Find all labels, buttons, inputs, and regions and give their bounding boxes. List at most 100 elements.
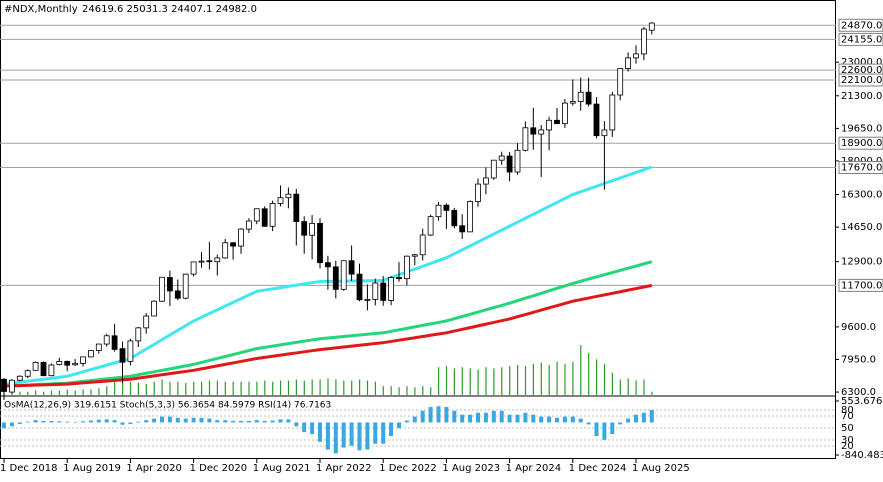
level-label: 18900.0 bbox=[841, 138, 882, 149]
candle-body bbox=[24, 370, 31, 377]
candle-body bbox=[482, 177, 489, 185]
candle-body bbox=[546, 119, 552, 131]
candle-body bbox=[396, 277, 402, 280]
osma-bar bbox=[246, 420, 251, 423]
volume-bar bbox=[438, 367, 440, 395]
volume-bar bbox=[145, 383, 147, 395]
volume-bar bbox=[185, 382, 187, 395]
volume-bar bbox=[485, 367, 487, 395]
candle-body bbox=[633, 53, 639, 59]
candle-body bbox=[459, 225, 466, 233]
volume-bar bbox=[208, 380, 211, 395]
candle-body bbox=[8, 379, 15, 393]
osma-bar bbox=[278, 419, 283, 423]
osma-bar bbox=[491, 410, 496, 423]
osma-bar bbox=[270, 420, 275, 423]
osma-bar bbox=[373, 422, 378, 444]
volume-bar bbox=[327, 378, 329, 395]
candle-body bbox=[585, 91, 592, 105]
osma-bar bbox=[381, 422, 386, 444]
frame bbox=[0, 0, 836, 459]
osma-bar bbox=[515, 414, 520, 423]
candle-body bbox=[143, 315, 150, 329]
osma-bar bbox=[468, 414, 473, 423]
candle-body bbox=[577, 91, 584, 102]
volume-bar bbox=[129, 381, 132, 395]
x-tick-label: 1 Aug 2019 bbox=[63, 463, 121, 474]
candle-body bbox=[301, 221, 308, 236]
osma-bar bbox=[215, 420, 220, 423]
candle-body bbox=[174, 290, 181, 299]
osma-bar bbox=[33, 420, 38, 423]
volume-bar bbox=[588, 352, 590, 395]
candle-body bbox=[245, 220, 252, 230]
osma-bar bbox=[191, 417, 196, 423]
osma-bar bbox=[160, 416, 164, 423]
osma-bar bbox=[310, 422, 315, 435]
candle-body bbox=[166, 277, 173, 292]
chart-title: #NDX,Monthly bbox=[4, 4, 78, 15]
y-tick-label: 23000.0 bbox=[841, 57, 882, 68]
osma-bar bbox=[476, 412, 480, 423]
volume-bar bbox=[169, 381, 171, 395]
volume-bar bbox=[343, 380, 345, 395]
level-label: 24870.0 bbox=[841, 20, 882, 31]
osma-bar bbox=[499, 410, 504, 423]
y-tick-label: 6300.0 bbox=[841, 387, 876, 398]
y-tick-label: 16300.0 bbox=[841, 190, 882, 201]
stoch-level-label: 80 bbox=[841, 405, 854, 416]
x-tick-label: 1 Apr 2020 bbox=[126, 463, 181, 474]
y-tick-label: 14650.0 bbox=[841, 222, 882, 233]
osma-bar bbox=[128, 422, 133, 424]
candle-body bbox=[562, 102, 568, 125]
candle-body bbox=[88, 350, 94, 358]
x-tick-label: 1 Dec 2020 bbox=[190, 463, 248, 474]
candle-body bbox=[538, 129, 545, 135]
volume-bar bbox=[248, 381, 250, 395]
candle-body bbox=[514, 149, 521, 173]
stoch-level-label: 30 bbox=[841, 435, 854, 446]
osma-bar bbox=[81, 421, 85, 423]
candle-body bbox=[269, 203, 276, 227]
osma-bar bbox=[523, 412, 528, 423]
x-tick-label: 1 Dec 2022 bbox=[379, 463, 437, 474]
osma-bar bbox=[586, 422, 591, 425]
osma-bar bbox=[397, 422, 401, 429]
osma-bar bbox=[460, 414, 465, 423]
osma-bar bbox=[562, 416, 567, 423]
candle-body bbox=[411, 254, 418, 257]
candle-body bbox=[506, 155, 513, 173]
volume-bar bbox=[477, 369, 479, 395]
osma-bar bbox=[641, 412, 646, 423]
candle-body bbox=[111, 335, 118, 350]
level-label-box bbox=[838, 73, 883, 87]
osma-bar bbox=[136, 421, 141, 423]
volume-bar bbox=[572, 361, 574, 395]
volume-bar bbox=[532, 363, 534, 395]
level-label-box bbox=[838, 160, 883, 174]
volume-bar bbox=[430, 387, 432, 395]
candle-body bbox=[443, 204, 450, 211]
volume-bar bbox=[517, 365, 519, 395]
osma-bar bbox=[25, 421, 30, 423]
candle-body bbox=[1, 378, 7, 392]
candle-body bbox=[451, 209, 458, 227]
candle-body bbox=[388, 277, 395, 301]
candle-body bbox=[356, 273, 363, 301]
candle-body bbox=[475, 183, 481, 202]
x-tick-label: 1 Dec 2018 bbox=[0, 463, 58, 474]
y-tick-label: 9600.0 bbox=[841, 322, 876, 333]
osma-bar bbox=[49, 420, 54, 423]
volume-bar bbox=[216, 380, 218, 395]
volume-bar bbox=[351, 380, 353, 395]
candle-body bbox=[190, 261, 197, 275]
level-label: 22600.0 bbox=[841, 65, 882, 76]
osma-bar bbox=[649, 410, 654, 423]
candle-body bbox=[427, 216, 434, 236]
volume-bar bbox=[406, 386, 408, 395]
volume-bar bbox=[493, 368, 495, 395]
x-tick-label: 1 Apr 2024 bbox=[506, 463, 561, 474]
candle-body bbox=[119, 348, 126, 363]
osma-bar bbox=[634, 414, 638, 423]
osma-bar bbox=[262, 420, 267, 423]
